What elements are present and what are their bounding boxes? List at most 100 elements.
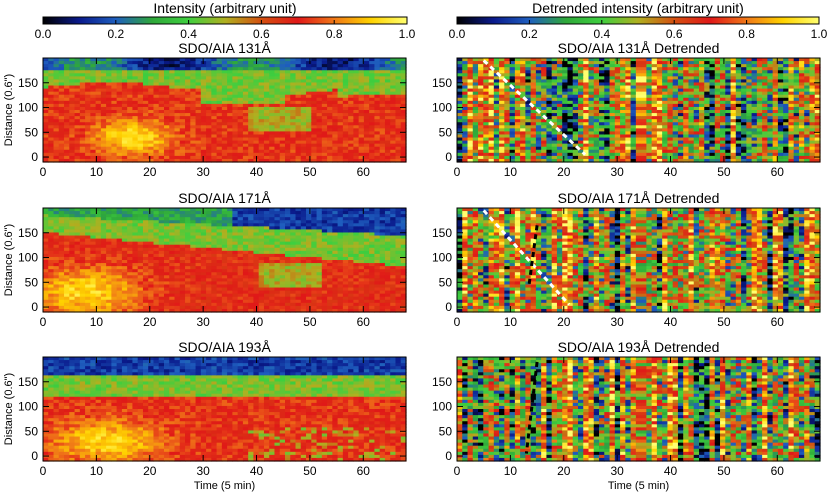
heatmap-cell xyxy=(390,140,397,145)
heatmap-cell xyxy=(478,116,484,120)
heatmap-cell xyxy=(100,94,107,99)
heatmap-cell xyxy=(153,91,160,96)
heatmap-cell xyxy=(253,64,260,68)
heatmap-cell xyxy=(116,67,123,71)
heatmap-cell xyxy=(158,131,165,136)
heatmap-cell xyxy=(53,134,60,139)
heatmap-cell xyxy=(379,149,386,154)
heatmap-cell xyxy=(300,100,307,105)
heatmap-cell xyxy=(69,100,76,105)
heatmap-cell xyxy=(332,125,339,129)
heatmap-cell xyxy=(211,146,218,151)
heatmap-cell xyxy=(306,67,312,71)
heatmap-cell xyxy=(216,152,223,157)
heatmap-cell xyxy=(316,149,323,154)
heatmap-cell xyxy=(200,149,207,154)
heatmap-cell xyxy=(169,116,176,120)
heatmap-cell xyxy=(530,94,537,99)
heatmap-cell xyxy=(79,128,86,133)
heatmap-cell xyxy=(190,88,197,93)
heatmap-cell xyxy=(353,79,360,84)
heatmap-cell xyxy=(121,137,128,142)
heatmap-cell xyxy=(74,140,81,145)
heatmap-cell xyxy=(142,125,149,129)
heatmap-cell xyxy=(488,155,495,160)
heatmap-cell xyxy=(342,143,349,148)
heatmap-cell xyxy=(179,79,186,84)
heatmap-cell xyxy=(237,103,244,108)
heatmap-cell xyxy=(132,94,139,99)
heatmap-cell xyxy=(232,88,239,93)
heatmap-cell xyxy=(116,155,123,160)
heatmap-cell xyxy=(279,91,286,96)
heatmap-cell xyxy=(457,113,463,117)
heatmap-cell xyxy=(467,61,474,65)
heatmap-cell xyxy=(132,158,139,163)
heatmap-cell xyxy=(64,91,70,96)
heatmap-cell xyxy=(295,152,302,157)
x-tick-label: 60 xyxy=(357,165,371,179)
heatmap-cell xyxy=(74,106,81,111)
heatmap-cell xyxy=(390,149,397,154)
heatmap-cell xyxy=(457,128,463,133)
heatmap-cell xyxy=(43,79,49,84)
heatmap-cell xyxy=(504,70,511,74)
heatmap-cell xyxy=(74,134,81,139)
heatmap-cell xyxy=(483,143,490,148)
heatmap-cell xyxy=(514,158,521,163)
heatmap-cell xyxy=(48,110,55,114)
heatmap-cell xyxy=(467,64,474,68)
heatmap-cell xyxy=(290,76,297,81)
heatmap-cell xyxy=(316,122,323,126)
heatmap-cell xyxy=(342,119,349,123)
heatmap-cell xyxy=(493,128,500,133)
heatmap-cell xyxy=(79,64,86,68)
heatmap-cell xyxy=(369,88,376,93)
heatmap-cell xyxy=(158,97,165,102)
heatmap-cell xyxy=(306,97,312,102)
heatmap-cell xyxy=(137,106,144,111)
heatmap-cell xyxy=(142,70,149,74)
heatmap-cell xyxy=(316,82,323,87)
heatmap-cell xyxy=(164,79,170,84)
heatmap-cell xyxy=(74,119,81,123)
heatmap-cell xyxy=(227,116,233,120)
heatmap-cell xyxy=(384,158,391,163)
heatmap-cell xyxy=(253,128,260,133)
heatmap-cell xyxy=(211,61,218,65)
heatmap-cell xyxy=(311,67,318,71)
heatmap-cell xyxy=(137,131,144,136)
heatmap-cell xyxy=(504,106,511,111)
heatmap-cell xyxy=(353,67,360,71)
heatmap-cell xyxy=(321,91,328,96)
heatmap-cell xyxy=(95,85,102,90)
heatmap-cell xyxy=(493,143,500,148)
heatmap-cell xyxy=(216,85,223,90)
heatmap-cell xyxy=(274,61,281,65)
heatmap-cell xyxy=(285,73,291,77)
heatmap-cell xyxy=(279,88,286,93)
heatmap-cell xyxy=(216,91,223,96)
heatmap-cell xyxy=(216,94,223,99)
heatmap-cell xyxy=(467,94,474,99)
heatmap-cell xyxy=(258,113,265,117)
heatmap-cell xyxy=(374,73,381,77)
heatmap-cell xyxy=(279,134,286,139)
heatmap-cell xyxy=(358,149,365,154)
heatmap-cell xyxy=(237,152,244,157)
heatmap-cell xyxy=(327,70,333,74)
heatmap-cell xyxy=(242,61,249,65)
heatmap-cell xyxy=(69,70,76,74)
heatmap-cell xyxy=(369,146,376,151)
heatmap-cell xyxy=(395,88,402,93)
heatmap-cell xyxy=(311,100,318,105)
heatmap-cell xyxy=(358,128,365,133)
heatmap-cell xyxy=(332,91,339,96)
heatmap-cell xyxy=(58,100,65,105)
heatmap-cell xyxy=(100,158,107,163)
heatmap-cell xyxy=(127,110,134,114)
heatmap-cell xyxy=(509,94,516,99)
heatmap-cell xyxy=(190,94,197,99)
heatmap-cell xyxy=(164,143,170,148)
heatmap-cell xyxy=(285,91,291,96)
